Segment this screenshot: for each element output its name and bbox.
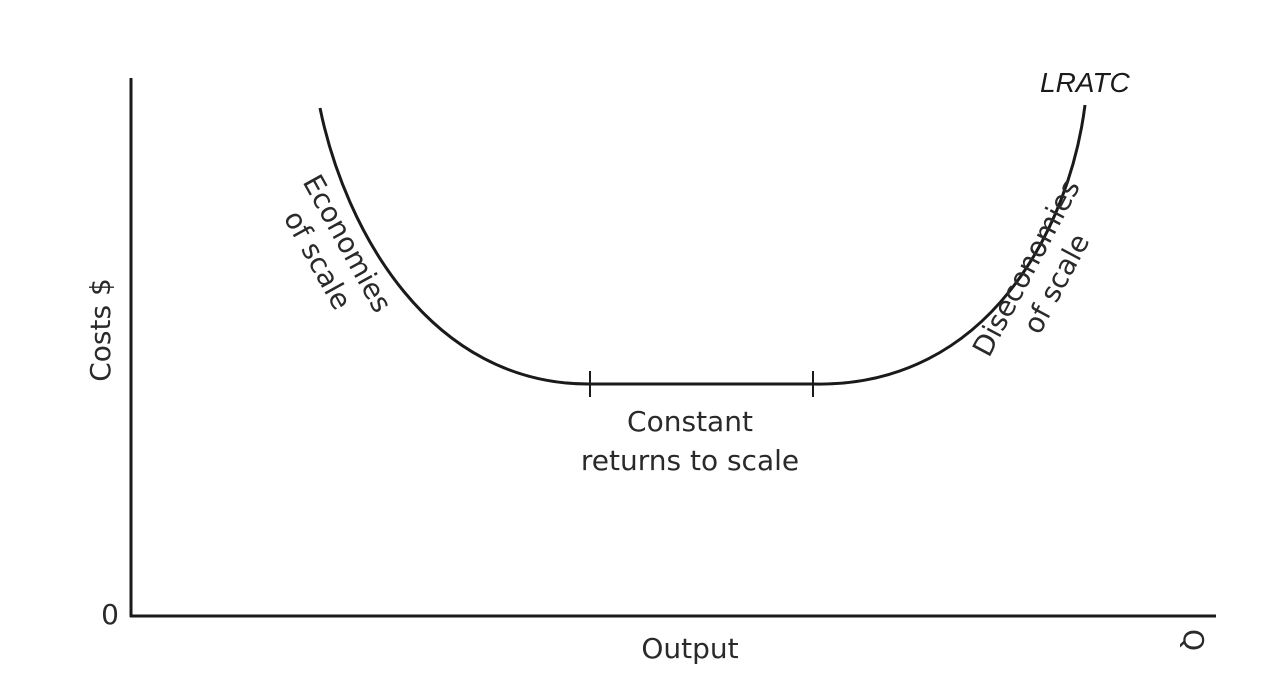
y-axis-label: Costs $: [84, 278, 117, 382]
x-axis-end-label: Q: [1177, 629, 1210, 651]
x-axis-label: Output: [641, 632, 738, 665]
lratc-curve: [318, 104, 1087, 386]
diseconomies-of-scale-label: Diseconomies of scale: [966, 174, 1096, 362]
constant-line1: Constant: [627, 405, 753, 438]
curve-label: LRATC: [1040, 67, 1130, 98]
origin-label: 0: [101, 598, 119, 631]
economies-of-scale-label: Economies of scale: [277, 169, 399, 318]
constant-line2: returns to scale: [581, 444, 799, 477]
